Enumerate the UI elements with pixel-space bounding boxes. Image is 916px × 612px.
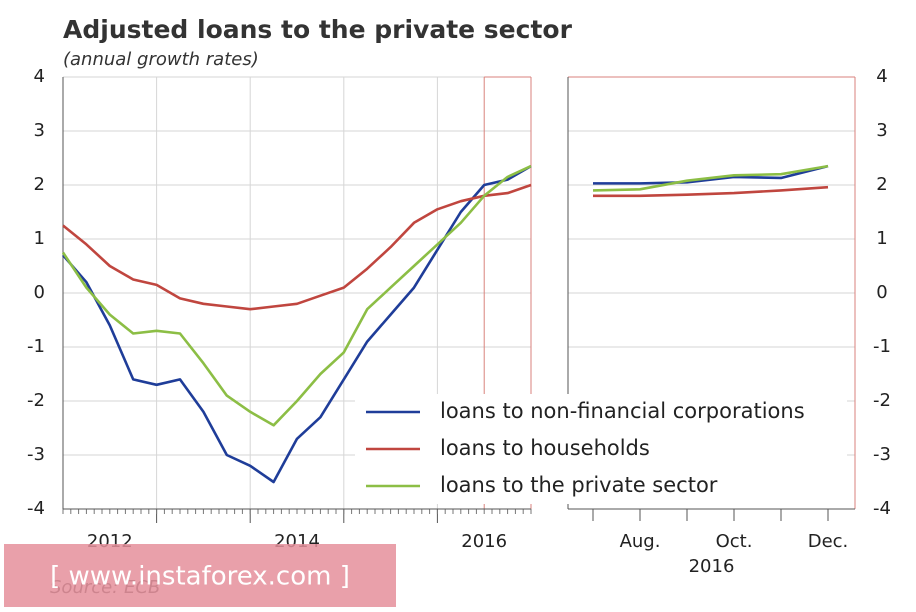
y-tick-label: 1 [876,228,887,249]
y-tick-label: 4 [34,66,45,87]
y-tick-label: -3 [873,444,891,465]
y-tick-label: -2 [873,390,891,411]
series-line [61,164,532,427]
y-tick-label: 3 [34,120,45,141]
legend-label: loans to the private sector [440,473,718,497]
x-tick-label: Dec. [808,531,849,552]
legend-label: loans to households [440,436,650,460]
y-tick-label: -4 [873,498,891,519]
series-line [593,185,829,198]
y-tick-label: 0 [34,282,45,303]
y-tick-label: -3 [27,444,45,465]
x-tick-label: Aug. [620,531,661,552]
y-tick-label: 1 [34,228,45,249]
y-tick-label: -1 [27,336,45,357]
y-tick-label: -1 [873,336,891,357]
x-group-label: 2016 [689,556,735,577]
y-tick-label: -4 [27,498,45,519]
chart-subtitle: (annual growth rates) [63,49,259,70]
x-tick-label: 2016 [461,531,507,552]
y-tick-label: 2 [876,174,887,195]
y-tick-label: -2 [27,390,45,411]
series-line [592,164,829,192]
series-line [62,164,532,484]
legend-label: loans to non-financial corporations [440,399,805,423]
series-line [593,164,829,185]
y-tick-label: 2 [34,174,45,195]
y-tick-label: 0 [876,282,887,303]
series-line [62,183,532,311]
watermark: [ www.instaforex.com ] [50,562,350,592]
x-tick-label: Oct. [716,531,753,552]
y-tick-label: 3 [876,120,887,141]
watermark-box [4,544,396,607]
legend-box [355,394,847,504]
y-tick-label: 4 [876,66,887,87]
chart-title: Adjusted loans to the private sector [63,15,573,44]
